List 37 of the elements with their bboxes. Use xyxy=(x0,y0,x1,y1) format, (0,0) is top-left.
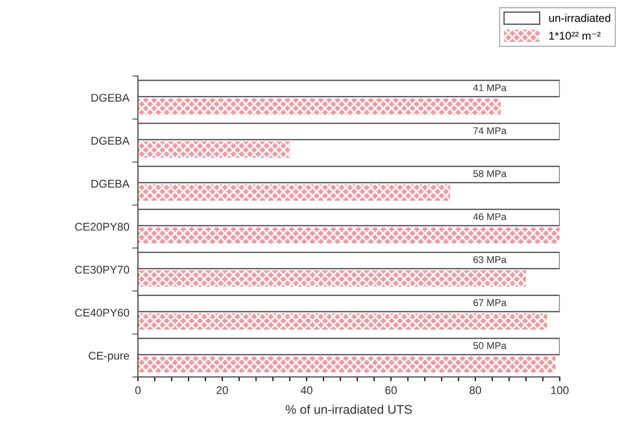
annotation: 50 MPa xyxy=(473,342,506,350)
annotation: 46 MPa xyxy=(473,213,506,220)
x-tick-label: 40 xyxy=(300,386,312,394)
bar xyxy=(138,80,560,98)
x-tick-label: 80 xyxy=(470,386,482,394)
annotation: 67 MPa xyxy=(473,299,506,306)
y-tick-label: CE30PY70 xyxy=(75,266,130,274)
bar xyxy=(138,252,560,270)
bar xyxy=(138,270,526,287)
bar xyxy=(138,313,548,330)
bar xyxy=(138,122,560,140)
y-tick-label: CE40PY60 xyxy=(75,308,130,317)
bar xyxy=(138,338,560,356)
y-tick-label: DGEBA xyxy=(92,94,130,102)
legend-label: un-irradiated xyxy=(549,14,610,22)
annotation: 63 MPa xyxy=(473,256,506,264)
x-tick-label: 100 xyxy=(551,386,569,394)
annotation: 74 MPa xyxy=(473,127,506,134)
x-tick-label: 60 xyxy=(385,386,397,394)
y-tick-label: CE-pure xyxy=(88,352,130,362)
y-tick-label: DGEBA xyxy=(92,180,130,188)
bar xyxy=(138,227,560,244)
bar xyxy=(138,356,556,373)
y-tick-label: CE20PY80 xyxy=(75,222,130,231)
x-axis-title: % of un-irradiated UTS xyxy=(286,404,412,414)
y-tick-label: DGEBA xyxy=(92,136,130,145)
annotation: 58 MPa xyxy=(473,170,506,178)
x-tick-label: 0 xyxy=(135,386,141,394)
annotation: 41 MPa xyxy=(473,84,506,92)
bar xyxy=(138,141,290,158)
legend-label: 1*10²² m⁻² xyxy=(549,32,600,40)
bar xyxy=(138,166,560,184)
bar xyxy=(138,294,560,312)
bar xyxy=(138,184,450,201)
x-tick-label: 20 xyxy=(216,386,228,394)
bar xyxy=(138,98,501,115)
bar xyxy=(138,208,560,226)
